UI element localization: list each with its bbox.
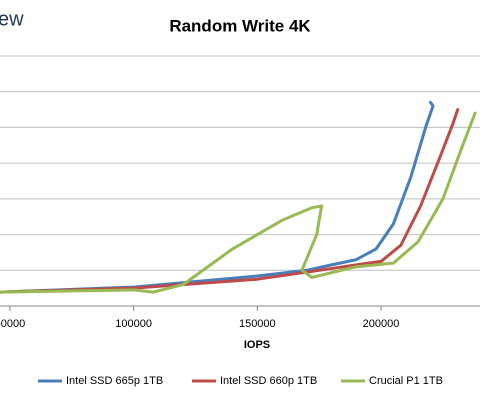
- x-tick-label: 100000: [115, 318, 152, 330]
- x-tick-label: 50000: [0, 318, 25, 330]
- logo: ew: [0, 8, 24, 30]
- x-tick-label: 150000: [239, 318, 276, 330]
- x-tick-label: 200000: [363, 318, 400, 330]
- legend-label: Intel SSD 665p 1TB: [66, 375, 163, 387]
- x-axis-label: IOPS: [244, 339, 270, 351]
- series-line: [0, 108, 460, 294]
- series-line: [0, 111, 477, 294]
- series-line: [0, 100, 435, 294]
- chart-title: Random Write 4K: [169, 16, 311, 35]
- legend-label: Crucial P1 1TB: [369, 375, 443, 387]
- legend-label: Intel SSD 660p 1TB: [220, 375, 317, 387]
